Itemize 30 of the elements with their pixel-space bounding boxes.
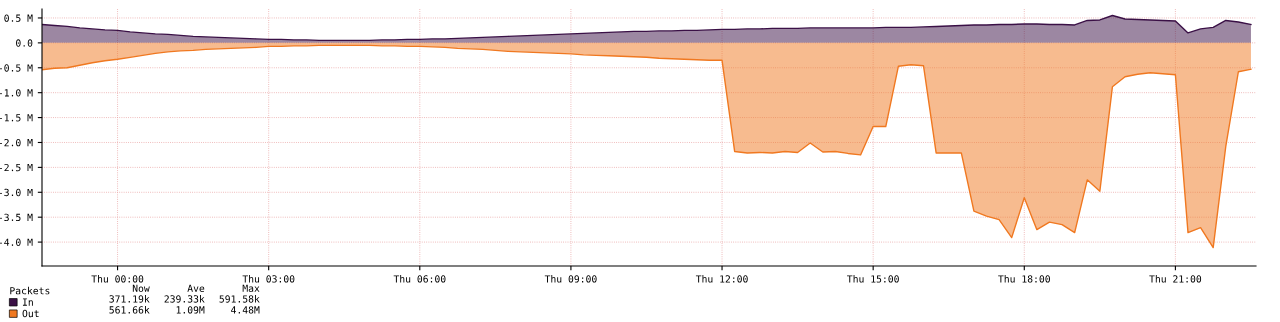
y-tick-label: -1.0 M xyxy=(0,89,33,97)
text: 4.48M xyxy=(231,306,260,314)
y-tick-label: 0.0 xyxy=(16,39,33,47)
x-tick-label: Thu 06:00 xyxy=(393,275,446,283)
y-tick-label: -4.0 M xyxy=(0,238,33,246)
text: Max xyxy=(242,284,260,292)
x-tick-label: Thu 03:00 xyxy=(242,275,295,283)
y-tick-label: -0.5 M xyxy=(0,64,33,72)
x-tick-label: Thu 12:00 xyxy=(695,275,748,283)
x-tick-label: Thu 18:00 xyxy=(998,275,1050,283)
y-tick-label: -3.5 M xyxy=(0,213,33,222)
text: Now xyxy=(132,284,150,292)
y-tick-label: -2.5 M xyxy=(0,163,33,172)
text: 1.09M xyxy=(176,306,205,314)
y-tick-label: -1.5 M xyxy=(0,114,33,122)
text: 239.33k xyxy=(164,295,205,303)
x-tick-label: Thu 00:00 xyxy=(91,275,144,283)
y-tick-label: -2.0 M xyxy=(0,138,33,147)
text: 371.19k xyxy=(109,295,150,303)
legend-label: In xyxy=(22,298,33,306)
x-tick-label: Thu 15:00 xyxy=(847,275,899,283)
text: 591.58k xyxy=(219,295,260,303)
legend-label: Out xyxy=(22,309,39,318)
y-tick-label: -3.0 M xyxy=(0,188,33,197)
legend-title: Packets xyxy=(10,286,50,295)
x-tick-label: Thu 21:00 xyxy=(1149,275,1202,283)
text: 561.66k xyxy=(109,306,150,314)
text: Ave xyxy=(187,284,205,292)
x-tick-label: Thu 09:00 xyxy=(544,275,597,283)
y-tick-label: 0.5 M xyxy=(4,14,33,22)
